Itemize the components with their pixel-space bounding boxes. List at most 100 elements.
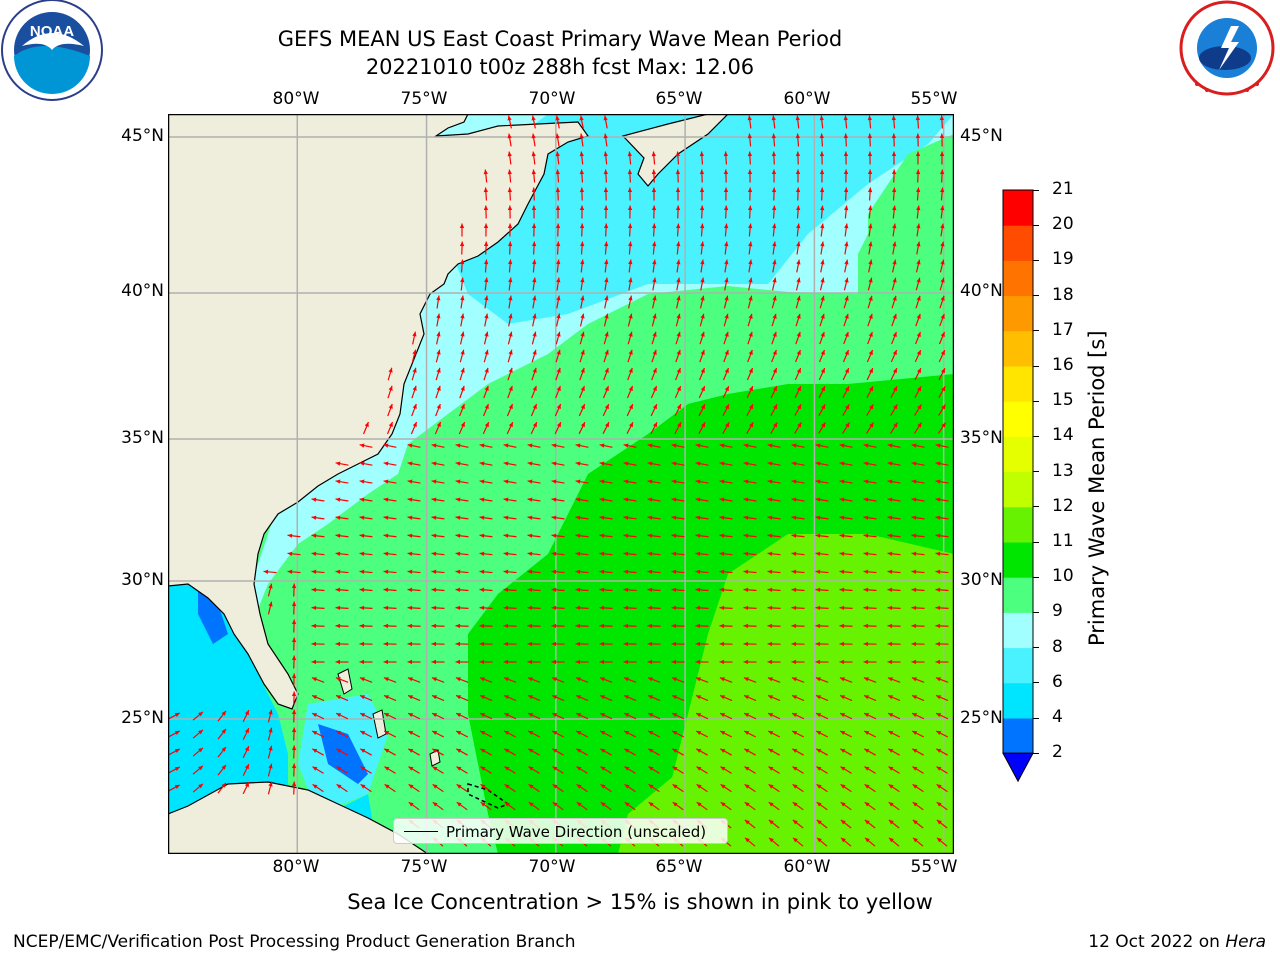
wave-direction-arrow — [555, 241, 561, 255]
wave-direction-arrow — [503, 623, 517, 629]
wave-direction-arrow — [839, 659, 853, 665]
wave-direction-arrow — [555, 313, 561, 327]
wave-direction-arrow — [671, 569, 685, 574]
wave-direction-arrow — [864, 801, 876, 811]
wave-direction-arrow — [867, 133, 873, 147]
wave-direction-arrow — [770, 422, 778, 434]
wave-direction-arrow — [503, 569, 517, 574]
wave-direction-arrow — [815, 587, 829, 593]
wave-direction-arrow — [768, 801, 780, 811]
wave-direction-arrow — [168, 766, 181, 774]
wave-direction-arrow — [555, 349, 561, 363]
wave-direction-arrow — [651, 331, 657, 345]
colorbar-tick-mark — [1033, 435, 1039, 437]
wave-direction-arrow — [820, 205, 825, 219]
colorbar-tick-mark — [1033, 717, 1039, 719]
wave-direction-arrow — [626, 421, 634, 435]
wave-direction-arrow — [720, 766, 732, 774]
wave-direction-arrow — [192, 765, 204, 775]
wave-direction-arrow — [818, 349, 826, 363]
wave-direction-arrow — [575, 694, 589, 702]
wave-direction-arrow — [796, 259, 801, 273]
wave-direction-arrow — [335, 533, 349, 538]
wave-direction-arrow — [311, 677, 325, 683]
wave-direction-arrow — [579, 367, 585, 381]
wave-direction-arrow — [675, 349, 681, 363]
wave-direction-arrow — [819, 331, 825, 345]
wave-direction-arrow — [815, 533, 829, 538]
wave-direction-arrow — [771, 277, 777, 291]
wave-direction-arrow — [407, 479, 421, 484]
wave-direction-arrow — [627, 349, 633, 363]
wave-direction-arrow — [627, 331, 633, 345]
wave-direction-arrow — [532, 259, 537, 273]
wave-direction-arrow — [479, 461, 493, 466]
wave-direction-arrow — [504, 766, 516, 774]
wave-direction-arrow — [866, 422, 874, 434]
wave-direction-arrow — [647, 677, 661, 683]
wave-direction-arrow — [695, 605, 709, 611]
wave-direction-arrow — [507, 241, 513, 255]
wave-direction-arrow — [867, 295, 873, 309]
wave-direction-arrow — [291, 673, 297, 687]
wave-direction-arrow — [767, 461, 781, 466]
wave-direction-arrow — [772, 223, 777, 237]
wave-direction-arrow — [768, 819, 780, 829]
wave-direction-arrow — [676, 277, 681, 291]
wave-direction-arrow — [384, 748, 396, 756]
wave-direction-arrow — [647, 730, 661, 738]
wave-direction-arrow — [647, 605, 661, 611]
wave-direction-arrow — [816, 819, 828, 829]
wave-direction-arrow — [551, 533, 565, 538]
wave-direction-arrow — [479, 515, 493, 520]
wave-direction-arrow — [311, 551, 325, 556]
wave-direction-arrow — [291, 601, 297, 615]
wave-direction-arrow — [527, 479, 541, 484]
wave-direction-arrow — [747, 169, 753, 183]
wave-direction-arrow — [650, 385, 658, 399]
wave-direction-arrow — [795, 331, 801, 345]
wave-direction-arrow — [887, 677, 901, 683]
wave-direction-arrow — [772, 241, 777, 255]
wave-direction-arrow — [819, 169, 825, 183]
wave-direction-arrow — [603, 151, 608, 165]
wave-direction-arrow — [695, 730, 709, 738]
wave-direction-arrow — [771, 349, 777, 363]
colorbar-segment — [1003, 647, 1033, 684]
wave-direction-arrow — [575, 659, 589, 665]
wave-direction-arrow — [335, 479, 349, 484]
wave-direction-arrow — [384, 766, 396, 774]
wave-direction-arrow — [791, 497, 805, 502]
wave-direction-arrow — [503, 497, 517, 502]
wave-direction-arrow — [455, 677, 469, 683]
wave-direction-arrow — [912, 837, 924, 847]
wave-direction-arrow — [791, 623, 805, 629]
wave-direction-arrow — [359, 659, 373, 665]
wave-direction-arrow — [527, 605, 541, 611]
wave-direction-arrow — [720, 748, 732, 756]
wave-direction-arrow — [651, 313, 657, 327]
wave-direction-arrow — [455, 587, 469, 593]
wave-direction-arrow — [911, 694, 925, 702]
wave-direction-arrow — [863, 461, 877, 466]
wave-direction-arrow — [483, 349, 489, 363]
wave-direction-arrow — [915, 187, 921, 201]
wave-direction-arrow — [335, 730, 349, 738]
wave-direction-arrow — [580, 277, 585, 291]
wave-direction-arrow — [432, 766, 444, 774]
colorbar-extend-triangle — [1002, 752, 1034, 783]
wave-direction-arrow — [747, 115, 752, 129]
wave-direction-arrow — [695, 694, 709, 702]
wave-direction-arrow — [863, 551, 877, 556]
wave-direction-arrow — [311, 533, 325, 538]
wave-direction-arrow — [719, 605, 733, 611]
wave-direction-arrow — [431, 694, 445, 702]
wave-direction-arrow — [359, 730, 373, 738]
wave-direction-arrow — [719, 569, 733, 574]
wave-direction-arrow — [291, 691, 297, 705]
wave-direction-arrow — [604, 241, 609, 255]
wave-direction-arrow — [746, 422, 754, 434]
wave-direction-arrow — [652, 241, 657, 255]
wave-direction-arrow — [723, 187, 729, 201]
wave-direction-arrow — [459, 367, 465, 381]
